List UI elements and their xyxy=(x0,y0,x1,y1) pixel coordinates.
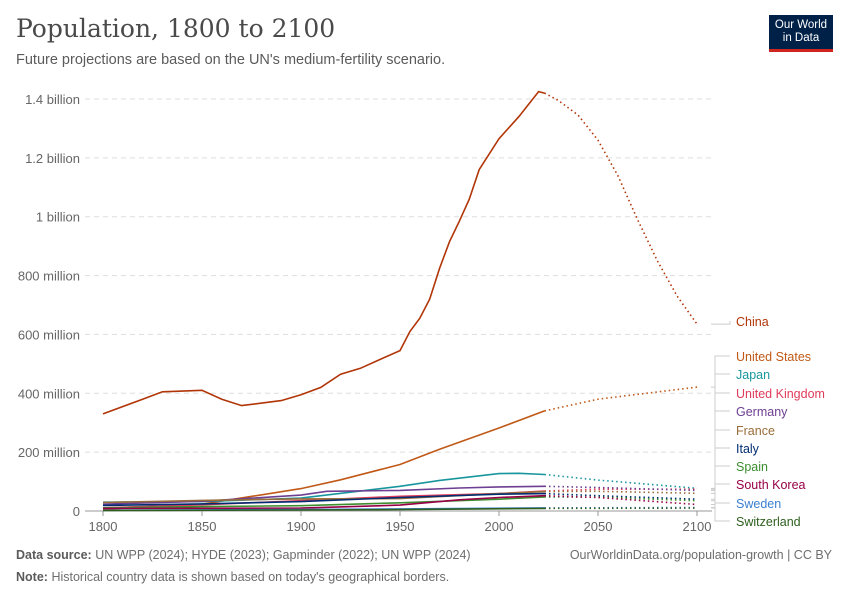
projection-line-south-korea xyxy=(544,494,698,506)
legend-connector xyxy=(711,373,730,489)
legend-label: Japan xyxy=(736,368,770,382)
chart-subtitle: Future projections are based on the UN's… xyxy=(16,52,446,68)
series-line-south-korea xyxy=(102,494,545,510)
series-line-china xyxy=(102,90,545,415)
legend-connector xyxy=(711,465,730,502)
legend-connector xyxy=(711,507,730,522)
note-text: Historical country data is shown based o… xyxy=(51,570,450,584)
x-tick-label: 2000 xyxy=(485,519,514,534)
legend-connector xyxy=(711,410,730,491)
legend-label: South Korea xyxy=(736,478,806,492)
x-tick-label: 1800 xyxy=(89,519,118,534)
legend-label: Sweden xyxy=(736,497,781,511)
y-tick-label: 1.2 billion xyxy=(25,151,80,166)
note-label: Note: xyxy=(16,570,48,584)
chart-title: Population, 1800 to 2100 xyxy=(16,14,336,43)
y-tick-label: 0 xyxy=(73,504,80,519)
legend-connector xyxy=(711,392,730,490)
projection-line-spain xyxy=(544,496,698,502)
y-tick-label: 200 million xyxy=(18,445,80,460)
x-tick-label: 1850 xyxy=(188,519,217,534)
projection-line-united-states xyxy=(544,386,698,412)
projection-line-china xyxy=(544,92,698,325)
legend-label: Switzerland xyxy=(736,515,801,529)
source-text: UN WPP (2024); HYDE (2023); Gapminder (2… xyxy=(95,548,471,562)
owid-logo[interactable]: Our World in Data xyxy=(769,15,833,52)
y-tick-label: 600 million xyxy=(18,327,80,342)
x-tick-label: 2050 xyxy=(584,519,613,534)
legend-connector xyxy=(711,355,730,388)
source-label: Data source: xyxy=(16,548,92,562)
logo-text: Our World in Data xyxy=(774,19,828,44)
series-line-spain xyxy=(102,496,545,509)
y-tick-label: 1 billion xyxy=(36,210,80,225)
x-tick-label: 2100 xyxy=(683,519,712,534)
legend-label: United States xyxy=(736,350,811,364)
data-source: Data source: UN WPP (2024); HYDE (2023);… xyxy=(16,548,471,562)
y-tick-label: 400 million xyxy=(18,386,80,401)
legend-label: Spain xyxy=(736,460,768,474)
series-line-switzerland xyxy=(102,507,545,512)
legend-label: Germany xyxy=(736,405,788,419)
legend-connector xyxy=(711,502,730,508)
legend-label: United Kingdom xyxy=(736,387,825,401)
legend-connector xyxy=(711,483,730,506)
x-tick-label: 1950 xyxy=(386,519,415,534)
legend-connector xyxy=(711,321,731,325)
note: Note: Historical country data is shown b… xyxy=(16,570,449,584)
legend-label: China xyxy=(736,315,769,329)
y-tick-label: 1.4 billion xyxy=(25,92,80,107)
y-tick-label: 800 million xyxy=(18,269,80,284)
legend-label: France xyxy=(736,424,775,438)
series-line-italy xyxy=(102,492,545,507)
projection-line-france xyxy=(544,490,698,495)
x-tick-label: 1900 xyxy=(287,519,316,534)
legend-connector xyxy=(711,447,730,500)
legend-label: Italy xyxy=(736,442,760,456)
source-url[interactable]: OurWorldinData.org/population-growth | C… xyxy=(569,548,832,562)
